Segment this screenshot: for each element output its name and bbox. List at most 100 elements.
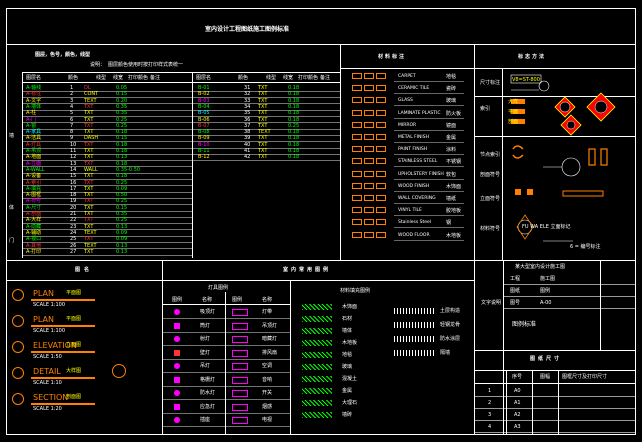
- hatch-swatch-icon: [302, 352, 332, 358]
- layer-linetype: TEXT: [84, 242, 97, 249]
- material-name: LAMINATE PLASTIC: [398, 110, 441, 116]
- layer-color: 5: [70, 110, 74, 117]
- material-cn: 镜面: [446, 122, 457, 129]
- index-diamond-icon-3: [560, 114, 582, 136]
- layer-width: 0.13: [116, 223, 128, 230]
- hatch-name: 木地板: [342, 340, 358, 346]
- layer-name: A-标注: [26, 91, 42, 98]
- layer-row-rule: [22, 204, 192, 205]
- layer-color: 8: [70, 129, 74, 136]
- layer-linetype: TXT: [84, 148, 94, 154]
- legend-symbol-icon: [174, 363, 180, 369]
- layer-color: 31: [244, 85, 251, 91]
- layer-width: 0.25: [116, 116, 128, 123]
- layer-width: 0.18: [288, 135, 300, 142]
- layer-color: 19: [70, 198, 77, 205]
- material-swatch-icon: [364, 158, 374, 165]
- tb-field-value: 图例: [540, 288, 551, 294]
- material-rule: [394, 117, 464, 119]
- layer-linetype: TXT: [84, 198, 94, 205]
- layer-row-rule: [22, 185, 192, 186]
- dim-rule-2: [474, 370, 636, 371]
- tb-field-value: 施工图: [540, 276, 556, 282]
- layer-header-r-5: 备注: [320, 75, 331, 81]
- layer-linetype: TXT: [84, 236, 94, 243]
- layer-color: 11: [70, 148, 77, 154]
- dim-row-rule: [474, 432, 636, 433]
- legend-symbol-icon: [232, 363, 248, 370]
- layer-name: A-符号: [26, 198, 42, 205]
- legend-header-rule: [162, 304, 290, 305]
- layer-name: B-06: [198, 116, 210, 123]
- symbols-note2: 6 = 编号标注: [570, 244, 601, 250]
- legend-symbol-icon: [232, 336, 248, 343]
- layer-color: 12: [70, 154, 77, 161]
- title-cn: 大样图: [66, 368, 82, 374]
- layer-linetype: TXT: [258, 154, 268, 161]
- layer-name: A-其他: [26, 242, 42, 249]
- material-rule: [394, 190, 464, 192]
- dim-row-no: 1: [488, 388, 492, 394]
- layer-linetype: TXT: [84, 122, 94, 129]
- index-diamond-icon-2: [586, 92, 616, 122]
- elevation-circle-icon: [517, 219, 533, 235]
- material-swatch-icon: [352, 182, 362, 189]
- layers-note: 图层颜色使用时按打印样式表统一: [108, 62, 184, 68]
- layer-color: 14: [70, 166, 77, 173]
- layer-row-rule: [22, 179, 192, 180]
- layer-name: A-文字: [26, 97, 42, 104]
- hatch-swatch-icon: [302, 388, 332, 394]
- symbols-row-rule-3: [474, 260, 636, 261]
- tb-field-label: 图纸: [510, 288, 521, 294]
- symbols-row-rule-1: [474, 96, 636, 97]
- dim-heading: 图纸尺寸: [530, 356, 563, 362]
- material-swatch-icon: [376, 85, 386, 92]
- legend-header-2: 图例: [232, 297, 243, 303]
- legend-name-right: 灯带: [262, 309, 273, 315]
- dim-row-no: 3: [488, 412, 492, 418]
- material-swatch-icon: [364, 134, 374, 140]
- layer-linetype: TXT: [258, 110, 268, 117]
- legend-name-right: 空调: [262, 363, 273, 369]
- legend-symbol-icon: [174, 309, 180, 315]
- dim-row-rule: [474, 408, 636, 409]
- symbol-row-section: 剖面符号: [480, 172, 501, 178]
- divider-materials-symbols: [474, 44, 475, 435]
- legend-rule: [162, 280, 475, 281]
- layers-left-rule: [22, 72, 23, 258]
- layer-name: A-立面: [26, 160, 42, 167]
- layer-width: 0.18: [288, 141, 300, 148]
- hatch-swatch-icon: [302, 412, 332, 418]
- title-circle-icon: [12, 393, 24, 405]
- material-rule: [394, 129, 464, 131]
- material-cn: 金属: [446, 135, 457, 141]
- legend-name-left: 筒灯: [200, 322, 211, 329]
- layer-row-rule: [22, 116, 192, 117]
- layer-width: 0.18: [288, 110, 300, 117]
- layer-row-rule: [192, 147, 340, 148]
- layer-header-r-4: 打印颜色: [298, 75, 319, 81]
- legend-header-1: 名称: [202, 297, 213, 303]
- material-name: Stainless Steel: [398, 220, 432, 226]
- layer-linetype: TXT: [258, 91, 268, 98]
- symbol-row-index: 索引: [480, 106, 491, 112]
- layer-width: 0.18: [288, 103, 300, 110]
- title-scale: SCALE 1:100: [33, 302, 66, 308]
- legend-symbol-icon: [174, 403, 180, 410]
- dim-col-rule-1: [506, 370, 507, 435]
- legend-row-rule: [162, 331, 290, 332]
- layer-row-rule: [22, 172, 192, 174]
- material-name: WALL COVERING: [398, 196, 436, 201]
- legend-symbol-icon: [174, 376, 180, 383]
- layer-linetype: TEXT: [258, 129, 271, 136]
- hatch-swatch-icon: [302, 304, 332, 310]
- layer-name: B-03: [198, 97, 210, 104]
- dim-text: V8=ST-800: [512, 77, 540, 83]
- material-swatch-icon: [376, 121, 386, 128]
- layer-width: 0.25: [116, 179, 128, 186]
- layer-linetype: TXT: [258, 122, 268, 129]
- layer-row-rule: [192, 103, 340, 104]
- layer-linetype: WALL: [84, 166, 98, 173]
- material-rule: [394, 81, 464, 82]
- material-swatch-icon: [364, 121, 374, 128]
